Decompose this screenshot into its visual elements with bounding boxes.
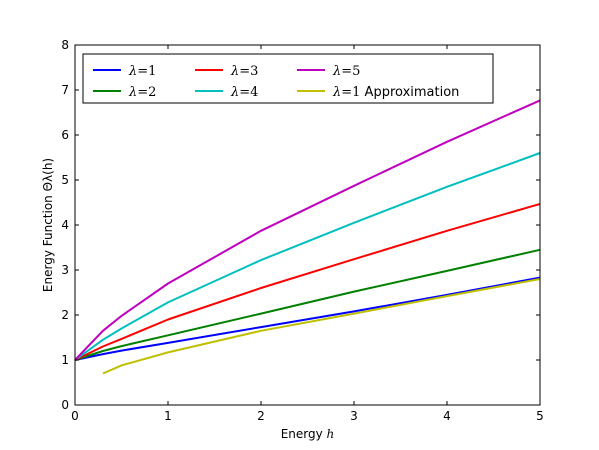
x-axis-title: Energy h xyxy=(281,427,335,441)
x-tick-label: 2 xyxy=(257,409,265,423)
x-tick-label: 0 xyxy=(71,409,79,423)
y-tick-label: 6 xyxy=(61,128,69,142)
x-tick-label: 3 xyxy=(350,409,358,423)
legend-label-2: λ=2 xyxy=(128,85,156,100)
y-tick-label: 5 xyxy=(61,173,69,187)
y-tick-label: 8 xyxy=(61,38,69,52)
x-tick-label: 5 xyxy=(536,409,544,423)
legend-label-6: λ=1 Approximation xyxy=(332,85,459,100)
y-tick-label: 3 xyxy=(61,263,69,277)
y-tick-label: 0 xyxy=(61,398,69,412)
y-tick-label: 7 xyxy=(61,83,69,97)
y-tick-label: 2 xyxy=(61,308,69,322)
series-layer xyxy=(74,99,541,375)
y-tick-label: 1 xyxy=(61,353,69,367)
legend-label-4: λ=4 xyxy=(230,85,258,100)
series-line-2 xyxy=(74,248,541,361)
ticks-layer: 0 1 2 3 4 5 0 1 2 3 4 5 6 7 8 xyxy=(61,38,543,423)
series-line-5 xyxy=(74,99,541,361)
series-line-3 xyxy=(74,202,541,361)
y-tick-label: 4 xyxy=(61,218,69,232)
series-line-4 xyxy=(74,152,541,361)
legend-label-3: λ=3 xyxy=(230,64,258,79)
legend-label-5: λ=5 xyxy=(332,64,360,79)
legend-box xyxy=(82,53,494,104)
legend-label-1: λ=1 xyxy=(128,64,156,79)
legend: λ=1 λ=2 λ=3 λ=4 λ=5 λ=1 Approximation xyxy=(82,53,494,104)
x-tick-label: 1 xyxy=(164,409,172,423)
x-tick-label: 4 xyxy=(443,409,451,423)
series-line-1 xyxy=(74,276,541,361)
series-line-6 xyxy=(102,278,541,375)
y-axis-title: Energy Function Θλ(h) xyxy=(41,158,55,292)
